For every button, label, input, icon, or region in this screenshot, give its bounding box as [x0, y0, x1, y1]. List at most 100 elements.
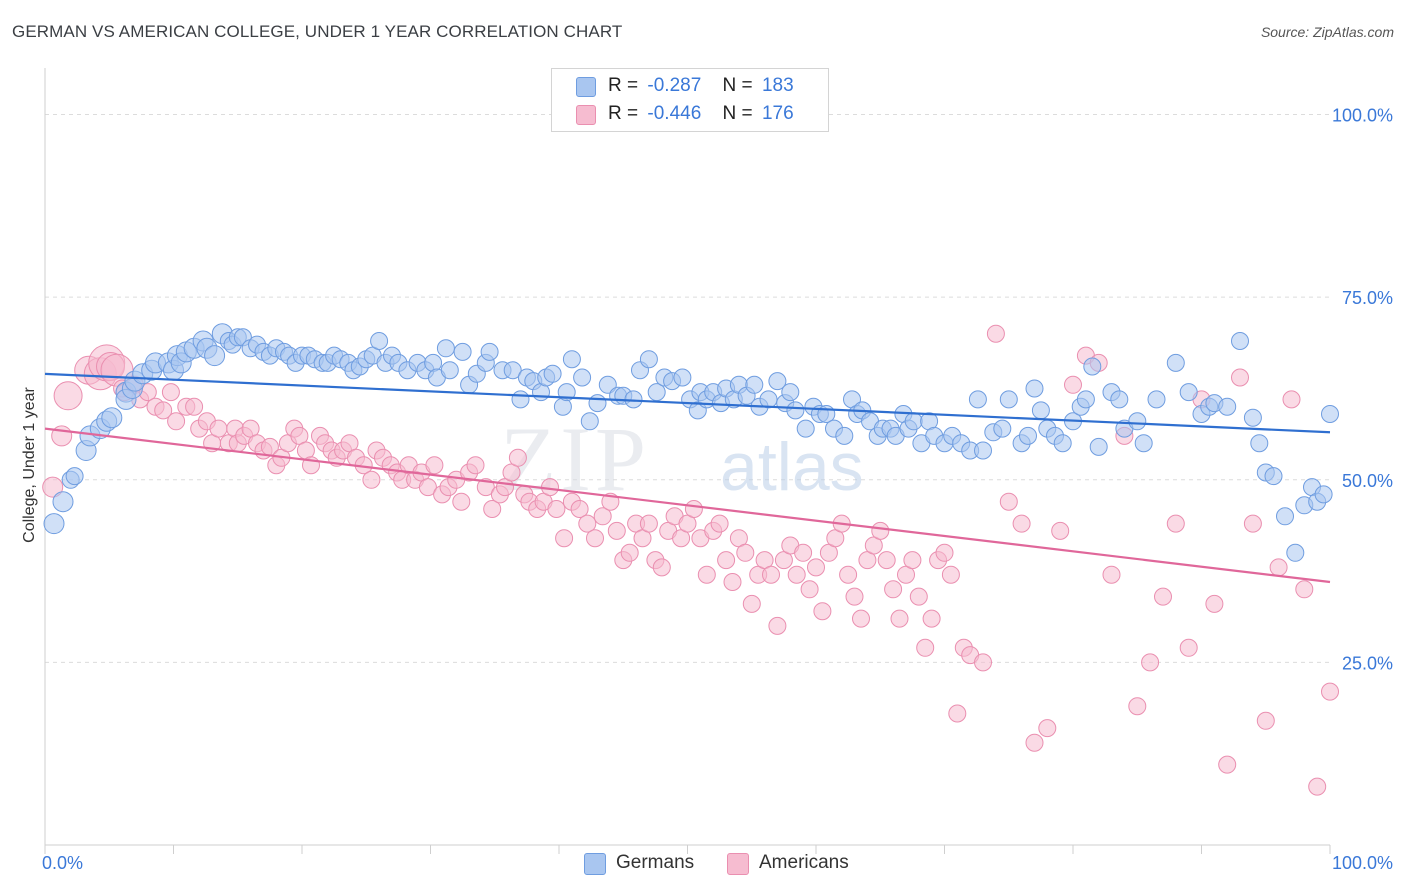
american-point [586, 529, 604, 548]
german-point [580, 412, 599, 431]
american-point [578, 514, 597, 533]
german-point [1218, 397, 1237, 416]
y-axis-title: College, Under 1 year [21, 387, 38, 543]
german-point [999, 390, 1018, 409]
american-point [787, 565, 806, 584]
american-point [425, 456, 444, 475]
germans-trend-line [44, 372, 1331, 434]
german-point [503, 361, 522, 380]
german-point [1314, 485, 1333, 504]
american-point [209, 419, 228, 438]
american-point [1282, 390, 1301, 409]
americans-n-value: 176 [761, 103, 794, 124]
german-point [1053, 434, 1072, 453]
american-point [154, 401, 173, 420]
german-point [639, 350, 658, 369]
american-point [974, 653, 992, 672]
american-point [42, 476, 64, 498]
german-point [673, 368, 692, 387]
american-point [555, 529, 574, 548]
american-point [909, 587, 928, 606]
american-point [508, 448, 527, 467]
german-point [1083, 357, 1102, 376]
american-point [1269, 558, 1288, 577]
americans-r-value: -0.446 [647, 103, 702, 124]
american-point [1308, 777, 1327, 796]
american-point [697, 565, 716, 584]
german-point [1243, 408, 1262, 427]
germans-legend-label: Germans [616, 852, 695, 873]
american-point [1166, 514, 1185, 533]
german-point [204, 345, 226, 367]
german-point [573, 368, 592, 387]
german-point [1264, 467, 1283, 486]
german-point [786, 401, 805, 420]
axis-labels: 25.0% 50.0% 75.0% 100.0% 0.0% 100.0% [42, 106, 1393, 873]
american-point [593, 507, 612, 526]
american-point [999, 492, 1018, 511]
german-point [1128, 412, 1147, 431]
american-point [1102, 565, 1121, 584]
americans-legend-label: Americans [759, 852, 849, 873]
german-point [768, 372, 787, 391]
german-point [796, 419, 815, 438]
american-point [1051, 521, 1070, 540]
american-point [1141, 653, 1160, 672]
american-point [986, 324, 1005, 343]
american-point [483, 500, 502, 518]
german-point [904, 412, 923, 431]
american-point [1154, 587, 1172, 606]
y-tick-label: 25.0% [1342, 653, 1393, 673]
american-point [1025, 733, 1044, 752]
american-point [547, 500, 566, 518]
american-point [941, 565, 960, 584]
american-point [466, 456, 485, 475]
american-point [762, 565, 780, 584]
y-tick-label: 50.0% [1342, 471, 1393, 491]
germans-n-value: 183 [761, 75, 794, 96]
american-point [723, 573, 742, 591]
american-point [794, 543, 813, 562]
american-point [1128, 697, 1147, 716]
american-point [1256, 711, 1275, 730]
german-point [588, 394, 607, 413]
german-point [1286, 543, 1305, 562]
german-point [1110, 390, 1129, 409]
german-point [65, 467, 84, 486]
american-point [452, 492, 471, 511]
german-point [974, 441, 992, 460]
german-point [511, 390, 530, 409]
german-point [370, 332, 389, 350]
american-point [53, 381, 83, 411]
germans-n-label: N = [722, 75, 753, 96]
americans-points [42, 324, 1339, 796]
german-point [562, 350, 581, 369]
american-point [916, 638, 935, 657]
americans-legend-swatch [727, 853, 749, 875]
german-point [480, 342, 499, 361]
correlation-legend: R = -0.287 N = 183 R = -0.446 N = 176 [551, 68, 829, 132]
chart-title: GERMAN VS AMERICAN COLLEGE, UNDER 1 YEAR… [12, 22, 623, 41]
american-point [890, 609, 909, 628]
german-point [1134, 434, 1153, 453]
german-point [968, 390, 987, 409]
american-point [1295, 580, 1314, 599]
american-point [884, 580, 903, 599]
german-point [1321, 405, 1339, 423]
german-point [1019, 426, 1037, 445]
germans-swatch [576, 77, 596, 97]
american-point [418, 478, 437, 497]
source-label: Source: ZipAtlas.com [1260, 24, 1394, 40]
german-point [1031, 401, 1050, 420]
grid-lines [45, 114, 1330, 663]
americans-swatch [576, 105, 596, 125]
american-point [1064, 375, 1082, 394]
american-point [717, 551, 736, 570]
americans-r-label: R = [608, 103, 639, 124]
american-point [1218, 755, 1237, 774]
german-point [43, 513, 65, 535]
german-point [1166, 353, 1185, 372]
german-point [759, 390, 778, 409]
german-point [745, 375, 764, 394]
